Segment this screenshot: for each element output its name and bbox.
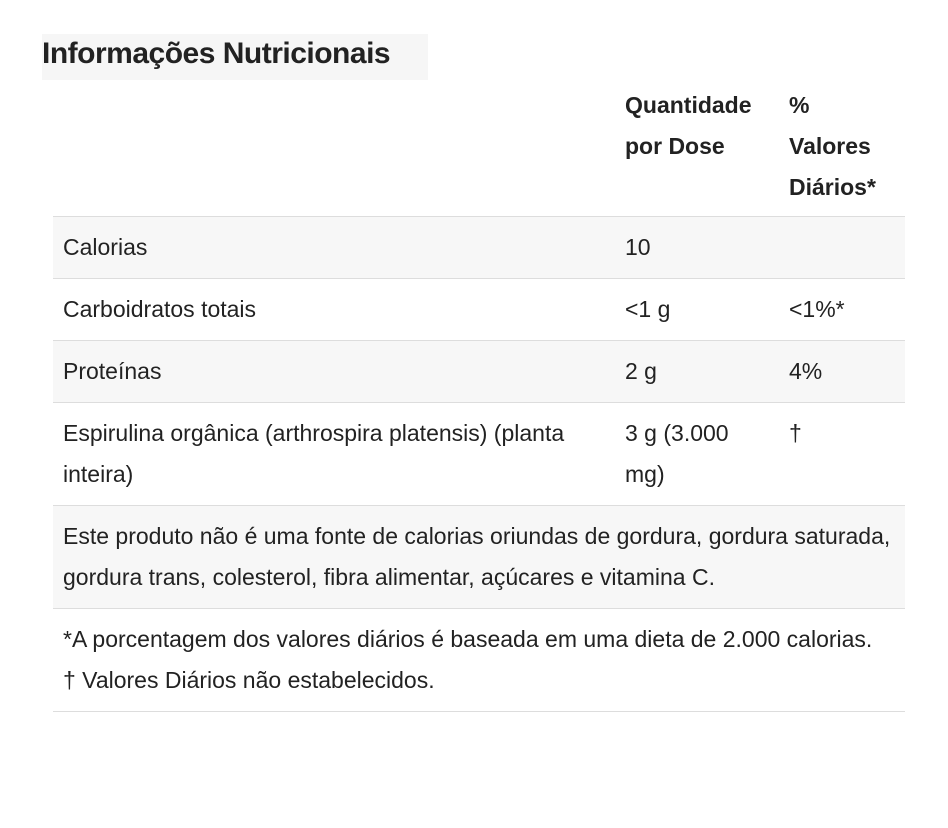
cell: † [789, 420, 802, 446]
cell: Carboidratos totais [63, 296, 257, 322]
cell: Proteínas [63, 358, 162, 384]
nutrition-table: Quantidade por Dose % Valores Diários* C… [53, 85, 905, 712]
row: Proteínas 2 g 4% [53, 340, 905, 403]
row: Espirulina orgânica (arthrospira platens… [53, 403, 905, 506]
row: Carboidratos totais <1 g <1%* [53, 279, 905, 341]
cell: <1%* [789, 296, 845, 322]
footnotes: *A porcentagem dos valores diários é bas… [53, 609, 905, 712]
row: Calorias 10 [53, 216, 905, 279]
cell: Espirulina orgânica (arthrospira platens… [63, 420, 565, 487]
cell [779, 217, 905, 279]
note-row: Este produto não é uma fonte de calorias… [53, 505, 905, 609]
note: Este produto não é uma fonte de calorias… [63, 523, 891, 590]
cell: Calorias [63, 234, 148, 260]
header-cell: % Valores Diários* [789, 92, 876, 200]
header-row: Quantidade por Dose % Valores Diários* [53, 85, 905, 217]
footnote: † Valores Diários não estabelecidos. [63, 667, 435, 693]
cell: 4% [789, 358, 823, 384]
header-cell: Quantidade por Dose [625, 92, 752, 159]
cell: 2 g [625, 358, 657, 384]
title: Informações Nutricionais [42, 34, 428, 80]
footnote: *A porcentagem dos valores diários é bas… [63, 626, 873, 652]
footnote-row: *A porcentagem dos valores diários é bas… [53, 609, 905, 712]
cell: <1 g [625, 296, 671, 322]
cell: 10 [625, 234, 651, 260]
cell: 3 g (3.000 mg) [625, 420, 729, 487]
header-blank [53, 85, 615, 217]
